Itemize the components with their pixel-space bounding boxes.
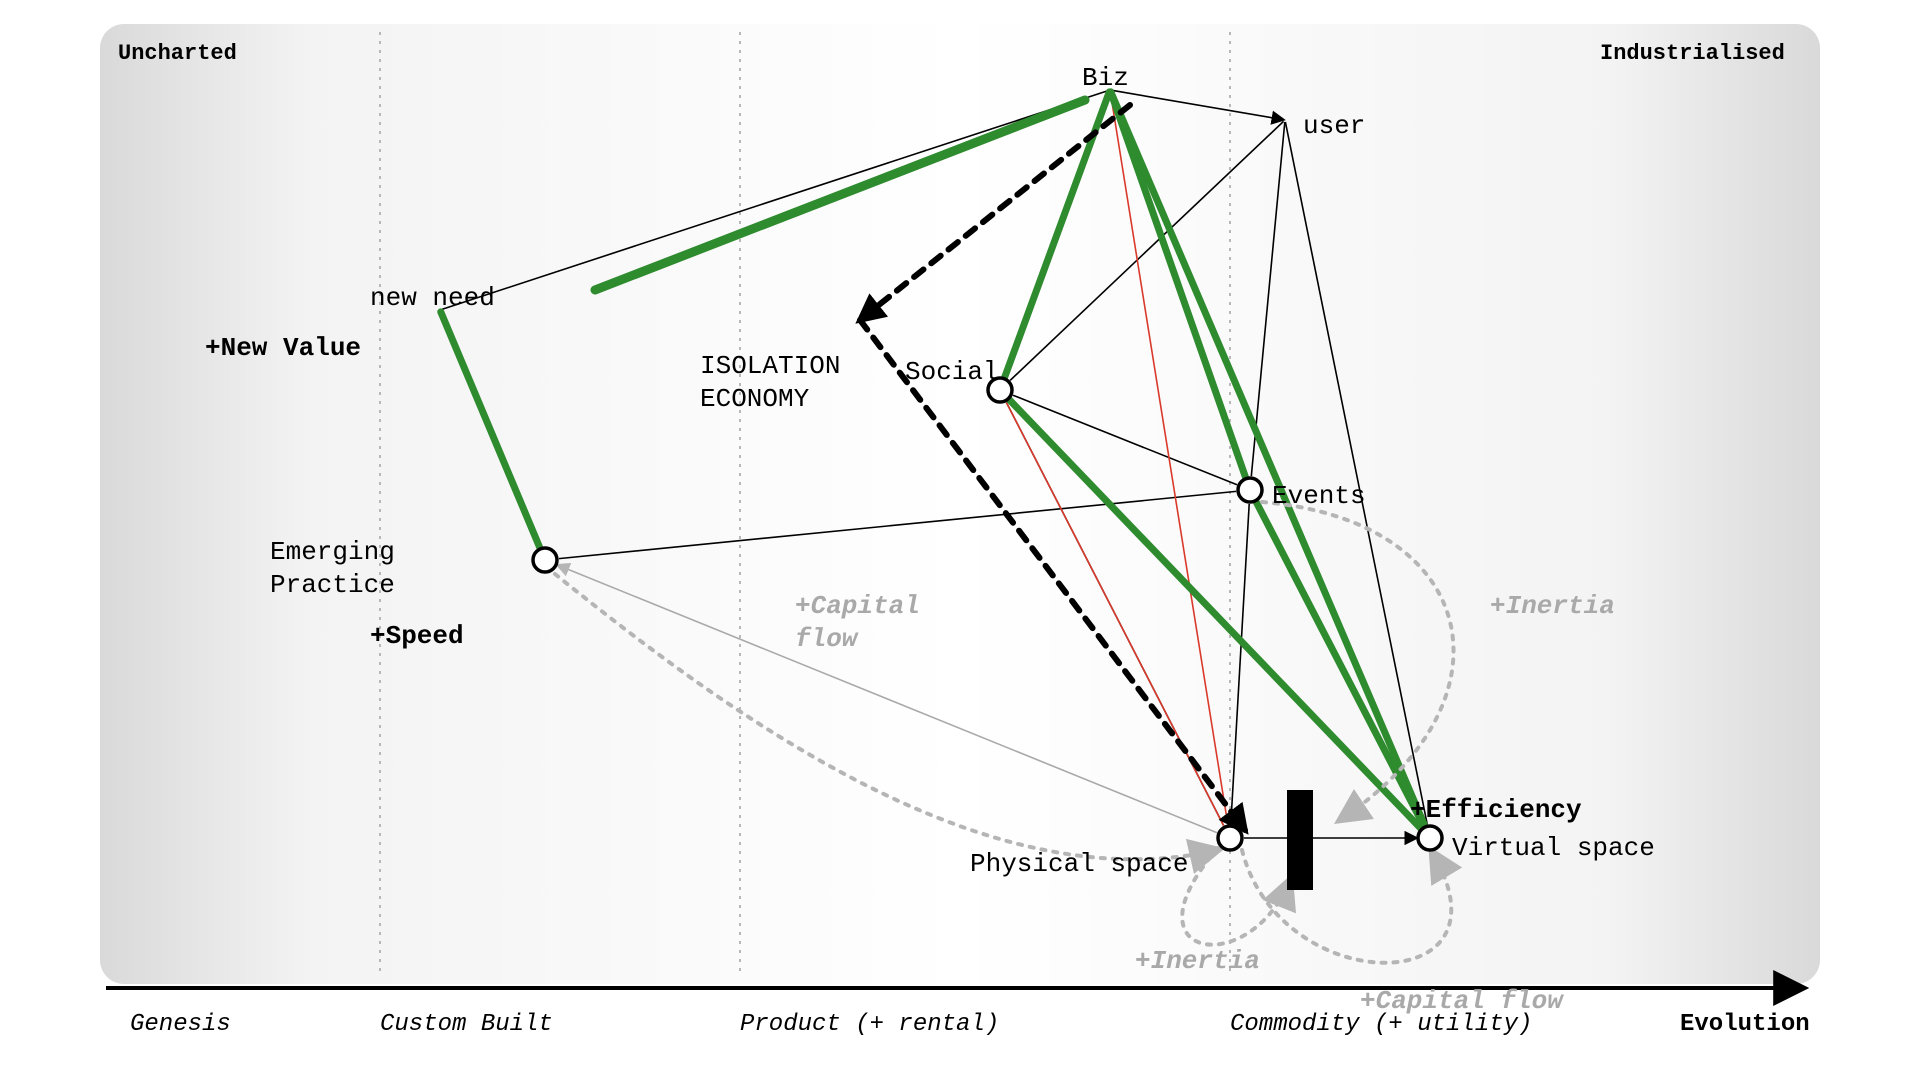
wardley-map: GenesisCustom BuiltProduct (+ rental)Com… <box>0 0 1920 1080</box>
node-label-events: Events <box>1272 480 1366 513</box>
corner-label-industrialised: Industrialised <box>1600 40 1785 68</box>
axis-stage-label: Custom Built <box>380 1010 553 1040</box>
inertia-barrier <box>1287 790 1313 890</box>
node-virtual <box>1418 826 1442 850</box>
annotation--efficiency: +Efficiency <box>1410 794 1582 827</box>
axis-stage-label: Genesis <box>130 1010 231 1040</box>
flow-label-capflow1: +Capital flow <box>795 590 920 655</box>
flow-label-inertia1: +Inertia <box>1490 590 1615 623</box>
flow-label-capflow2: +Capital flow <box>1360 985 1563 1018</box>
node-label-new_need: new need <box>370 282 495 315</box>
node-emerging <box>533 548 557 572</box>
node-label-virtual: Virtual space <box>1452 832 1655 865</box>
annotation--new-value: +New Value <box>205 332 361 365</box>
node-label-physical: Physical space <box>970 848 1188 881</box>
corner-label-uncharted: Uncharted <box>118 40 237 68</box>
node-events <box>1238 478 1262 502</box>
isolation-label: ISOLATION ECONOMY <box>700 350 840 415</box>
flow-label-inertia2: +Inertia <box>1135 945 1260 978</box>
node-physical <box>1218 826 1242 850</box>
axis-title: Evolution <box>1680 1010 1810 1040</box>
node-label-emerging: Emerging Practice <box>270 536 395 601</box>
node-label-user: user <box>1303 110 1365 143</box>
node-label-biz: Biz <box>1082 62 1129 95</box>
axis-stage-label: Product (+ rental) <box>740 1010 999 1040</box>
node-label-social: Social <box>905 356 999 389</box>
annotation--speed: +Speed <box>370 620 464 653</box>
